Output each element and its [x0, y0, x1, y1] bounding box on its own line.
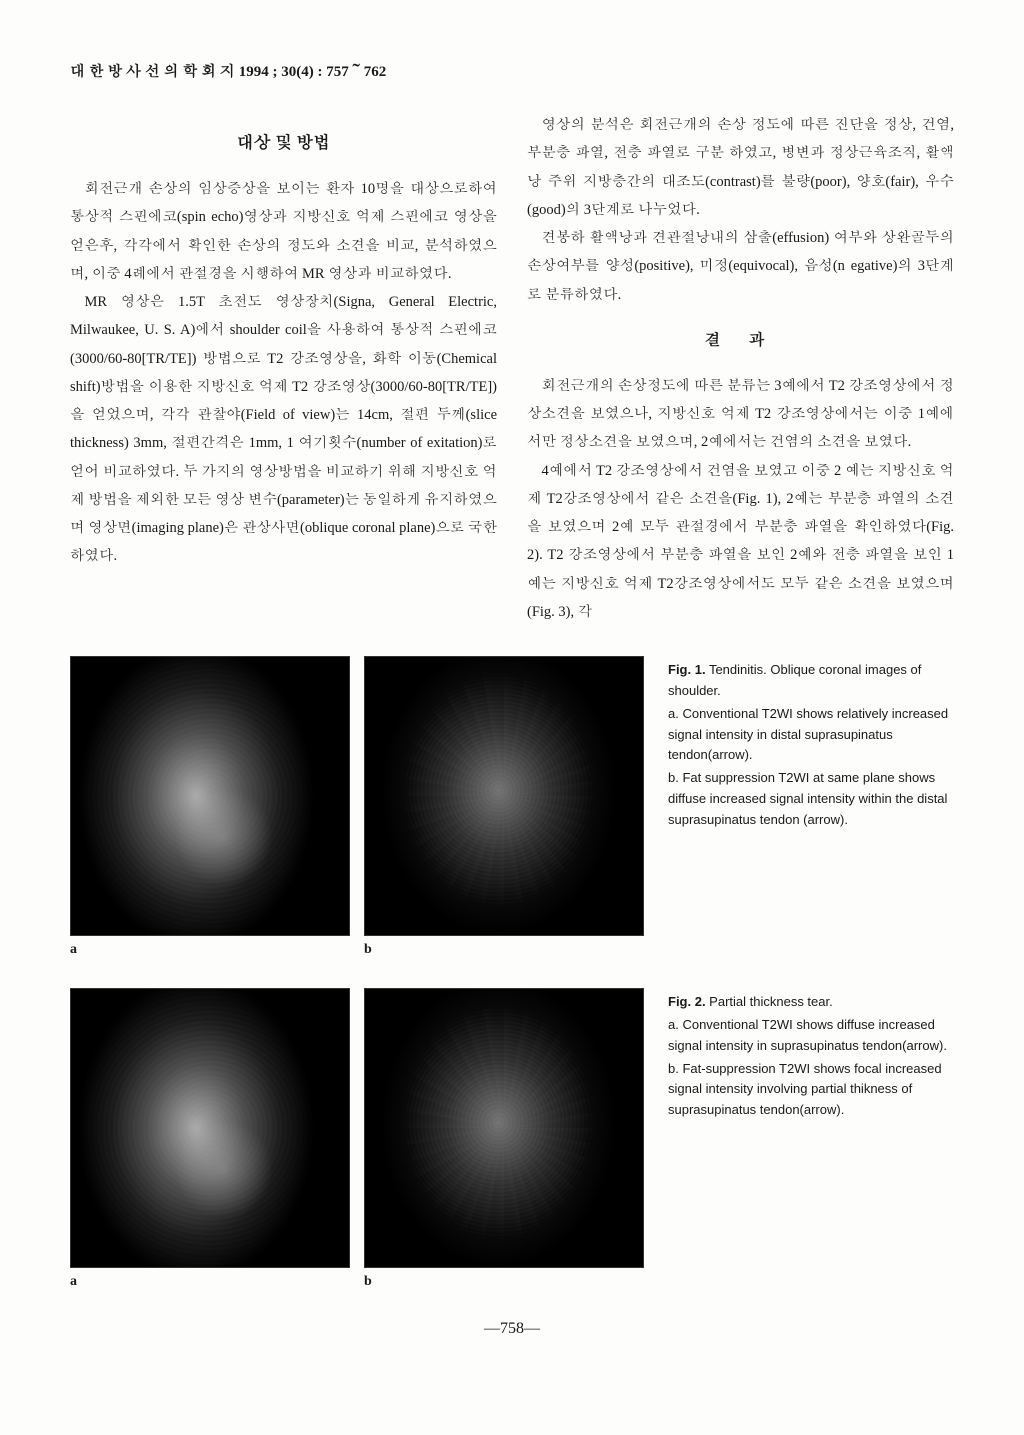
journal-header: 대 한 방 사 선 의 학 회 지 1994 ; 30(4) : 757～762	[70, 60, 954, 81]
figure-1: a b Fig. 1. Tendinitis. Oblique coronal …	[70, 656, 954, 958]
right-column: 영상의 분석은 회전근개의 손상 정도에 따른 진단을 정상, 건염, 부분층 …	[527, 111, 954, 626]
main-text-columns: 대상 및 방법 회전근개 손상의 임상증상을 보이는 환자 10명을 대상으로하…	[70, 111, 954, 626]
figure-1b-image	[364, 656, 644, 936]
figure-1b-label: b	[364, 942, 644, 958]
figure-2-caption: Fig. 2. Partial thickness tear. a. Conve…	[668, 988, 954, 1121]
figure-2-title-text: Partial thickness tear.	[706, 994, 833, 1009]
figure-1a-wrap: a	[70, 656, 350, 958]
figure-2: a b Fig. 2. Partial thickness tear. a. C…	[70, 988, 954, 1290]
figure-2b-image	[364, 988, 644, 1268]
figure-2a-wrap: a	[70, 988, 350, 1290]
figure-1-caption: Fig. 1. Tendinitis. Oblique coronal imag…	[668, 656, 954, 830]
analysis-paragraph-1: 영상의 분석은 회전근개의 손상 정도에 따른 진단을 정상, 건염, 부분층 …	[527, 111, 954, 224]
figure-2-caption-a: a. Conventional T2WI shows diffuse incre…	[668, 1015, 954, 1057]
page-number: —758—	[70, 1320, 954, 1338]
section-title-results: 결 과	[527, 327, 954, 350]
methods-paragraph-2: MR 영상은 1.5T 초전도 영상장치(Signa, General Elec…	[70, 288, 497, 571]
figure-1-title-text: Tendinitis. Oblique coronal images of sh…	[668, 662, 921, 698]
analysis-paragraph-2: 견봉하 활액낭과 견관절낭내의 삼출(effusion) 여부와 상완골두의 손…	[527, 224, 954, 309]
section-title-methods: 대상 및 방법	[70, 129, 497, 153]
figure-1-caption-b: b. Fat suppression T2WI at same plane sh…	[668, 768, 954, 830]
figure-2-caption-b: b. Fat-suppression T2WI shows focal incr…	[668, 1059, 954, 1121]
figure-2-title: Fig. 2.	[668, 994, 706, 1009]
results-paragraph-2: 4예에서 T2 강조영상에서 건염을 보였고 이중 2 예는 지방신호 억제 T…	[527, 457, 954, 627]
figure-2-images: a b	[70, 988, 644, 1290]
figure-1-title: Fig. 1.	[668, 662, 706, 677]
figure-2a-label: a	[70, 1274, 350, 1290]
figure-1b-wrap: b	[364, 656, 644, 958]
figure-1a-image	[70, 656, 350, 936]
figure-1-caption-a: a. Conventional T2WI shows relatively in…	[668, 704, 954, 766]
figure-2a-image	[70, 988, 350, 1268]
figure-1-images: a b	[70, 656, 644, 958]
figure-2b-label: b	[364, 1274, 644, 1290]
left-column: 대상 및 방법 회전근개 손상의 임상증상을 보이는 환자 10명을 대상으로하…	[70, 111, 497, 626]
results-paragraph-1: 회전근개의 손상정도에 따른 분류는 3예에서 T2 강조영상에서 정상소견을 …	[527, 372, 954, 457]
figure-1a-label: a	[70, 942, 350, 958]
methods-paragraph-1: 회전근개 손상의 임상증상을 보이는 환자 10명을 대상으로하여 통상적 스핀…	[70, 175, 497, 288]
figure-2b-wrap: b	[364, 988, 644, 1290]
